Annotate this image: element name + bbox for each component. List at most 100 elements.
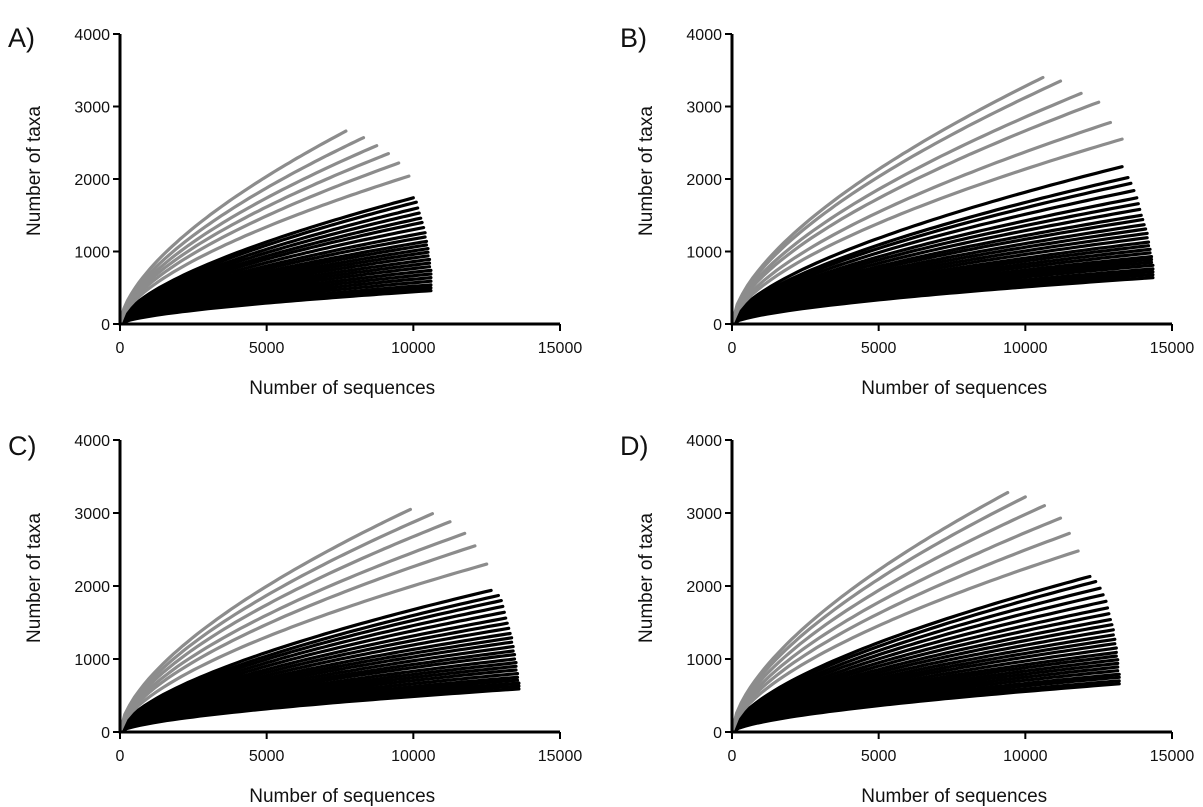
panel-label: A) xyxy=(8,23,35,53)
x-tick-label: 0 xyxy=(116,748,125,765)
series-line-gray-6 xyxy=(118,174,411,326)
y-tick-label: 0 xyxy=(713,725,722,742)
series-line-black-2 xyxy=(730,580,1098,734)
y-axis-title: Number of taxa xyxy=(636,513,657,643)
y-tick-label: 4000 xyxy=(686,27,722,44)
x-tick-label: 5000 xyxy=(249,748,285,765)
series-line-gray-1 xyxy=(118,507,412,734)
x-tick-label: 10000 xyxy=(1003,340,1048,357)
series-line-black-1 xyxy=(730,165,1124,326)
series-line-black-8 xyxy=(730,618,1112,734)
x-tick-label: 15000 xyxy=(1150,748,1195,765)
x-tick-label: 5000 xyxy=(861,748,897,765)
x-axis-title: Number of sequences xyxy=(249,378,435,399)
series-line-black-5 xyxy=(730,599,1108,734)
series-line-black-2 xyxy=(118,593,500,734)
chart-panel-a: A) 0 5000 10000 15000 0 1000 2000 3000 4000 Number… xyxy=(8,23,582,399)
y-tick-label: 4000 xyxy=(686,433,722,450)
series-line-gray-1 xyxy=(118,129,348,326)
series-line-black-3 xyxy=(118,206,420,326)
series-line-black-24 xyxy=(118,687,521,734)
panel-label: B) xyxy=(620,23,647,53)
series-line-gray-2 xyxy=(118,512,434,734)
x-axis-title: Number of sequences xyxy=(249,786,435,807)
series-line-black-4 xyxy=(730,593,1105,734)
series-line-gray-4 xyxy=(730,516,1063,734)
y-tick-label: 2000 xyxy=(74,579,110,596)
series-line-black-4 xyxy=(118,604,505,734)
series-line-gray-4 xyxy=(118,531,467,734)
y-tick-label: 4000 xyxy=(74,27,110,44)
y-tick-label: 4000 xyxy=(74,433,110,450)
series-line-black-10 xyxy=(730,628,1115,734)
x-tick-label: 5000 xyxy=(249,340,285,357)
panel-label: D) xyxy=(620,431,649,461)
y-axis-title: Number of taxa xyxy=(24,106,45,236)
x-axis-title: Number of sequences xyxy=(861,786,1047,807)
series-line-gray-6 xyxy=(118,562,489,734)
series-line-gray-3 xyxy=(730,504,1046,734)
panel-label: C) xyxy=(8,431,37,461)
y-tick-label: 3000 xyxy=(686,506,722,523)
series-line-gray-5 xyxy=(118,544,477,734)
series-line-black-6 xyxy=(730,606,1110,734)
x-axis-title: Number of sequences xyxy=(861,378,1047,399)
series-line-black-5 xyxy=(730,196,1139,326)
y-axis-title: Number of taxa xyxy=(24,513,45,643)
series-line-black-6 xyxy=(730,202,1140,326)
chart-panel-d: D) 0 5000 10000 15000 0 1000 2000 3000 4000 Number… xyxy=(620,431,1194,807)
series-line-black-24 xyxy=(730,682,1121,734)
x-tick-label: 0 xyxy=(116,340,125,357)
series-line-black-25 xyxy=(730,276,1155,326)
series-line-black-3 xyxy=(118,599,503,734)
series-line-gray-6 xyxy=(730,549,1080,734)
y-axis-title: Number of taxa xyxy=(636,106,657,236)
series-line-gray-6 xyxy=(730,137,1124,326)
series-line-black-7 xyxy=(730,612,1111,734)
x-tick-label: 5000 xyxy=(861,340,897,357)
series-line-gray-2 xyxy=(730,79,1063,326)
y-tick-label: 1000 xyxy=(74,652,110,669)
series-line-gray-5 xyxy=(730,120,1112,326)
y-tick-label: 2000 xyxy=(686,172,722,189)
y-tick-label: 0 xyxy=(101,725,110,742)
x-tick-label: 10000 xyxy=(1003,748,1048,765)
series-line-gray-3 xyxy=(118,520,452,734)
series-line-black-7 xyxy=(730,207,1142,326)
series-line-black-5 xyxy=(118,610,506,734)
x-tick-label: 15000 xyxy=(1150,340,1195,357)
series-line-gray-1 xyxy=(730,75,1045,326)
series-line-gray-2 xyxy=(730,495,1027,734)
x-tick-label: 10000 xyxy=(391,748,436,765)
series-line-gray-2 xyxy=(118,136,366,326)
series-line-black-9 xyxy=(730,623,1114,734)
y-tick-label: 3000 xyxy=(74,506,110,523)
series-line-black-4 xyxy=(730,189,1136,326)
series-line-black-6 xyxy=(118,616,508,734)
series-line-black-1 xyxy=(118,588,493,734)
x-tick-label: 0 xyxy=(728,340,737,357)
series-line-gray-4 xyxy=(730,100,1101,326)
series-line-gray-1 xyxy=(730,491,1010,734)
series-line-black-3 xyxy=(730,181,1133,326)
series-line-black-6 xyxy=(118,220,424,326)
series-line-black-2 xyxy=(730,176,1130,326)
y-tick-label: 1000 xyxy=(686,652,722,669)
x-tick-label: 15000 xyxy=(538,748,583,765)
y-tick-label: 1000 xyxy=(686,245,722,262)
x-tick-label: 0 xyxy=(728,748,737,765)
y-tick-label: 3000 xyxy=(74,100,110,117)
y-tick-label: 0 xyxy=(101,317,110,334)
series-line-black-3 xyxy=(730,586,1102,734)
y-tick-label: 1000 xyxy=(74,245,110,262)
series-line-gray-3 xyxy=(730,91,1083,326)
series-line-gray-4 xyxy=(118,152,390,326)
series-line-black-24 xyxy=(118,289,433,326)
y-tick-label: 2000 xyxy=(74,172,110,189)
series-line-gray-5 xyxy=(730,531,1071,734)
x-tick-label: 10000 xyxy=(391,340,436,357)
y-tick-label: 3000 xyxy=(686,100,722,117)
series-line-black-7 xyxy=(118,621,509,734)
x-tick-label: 15000 xyxy=(538,340,583,357)
